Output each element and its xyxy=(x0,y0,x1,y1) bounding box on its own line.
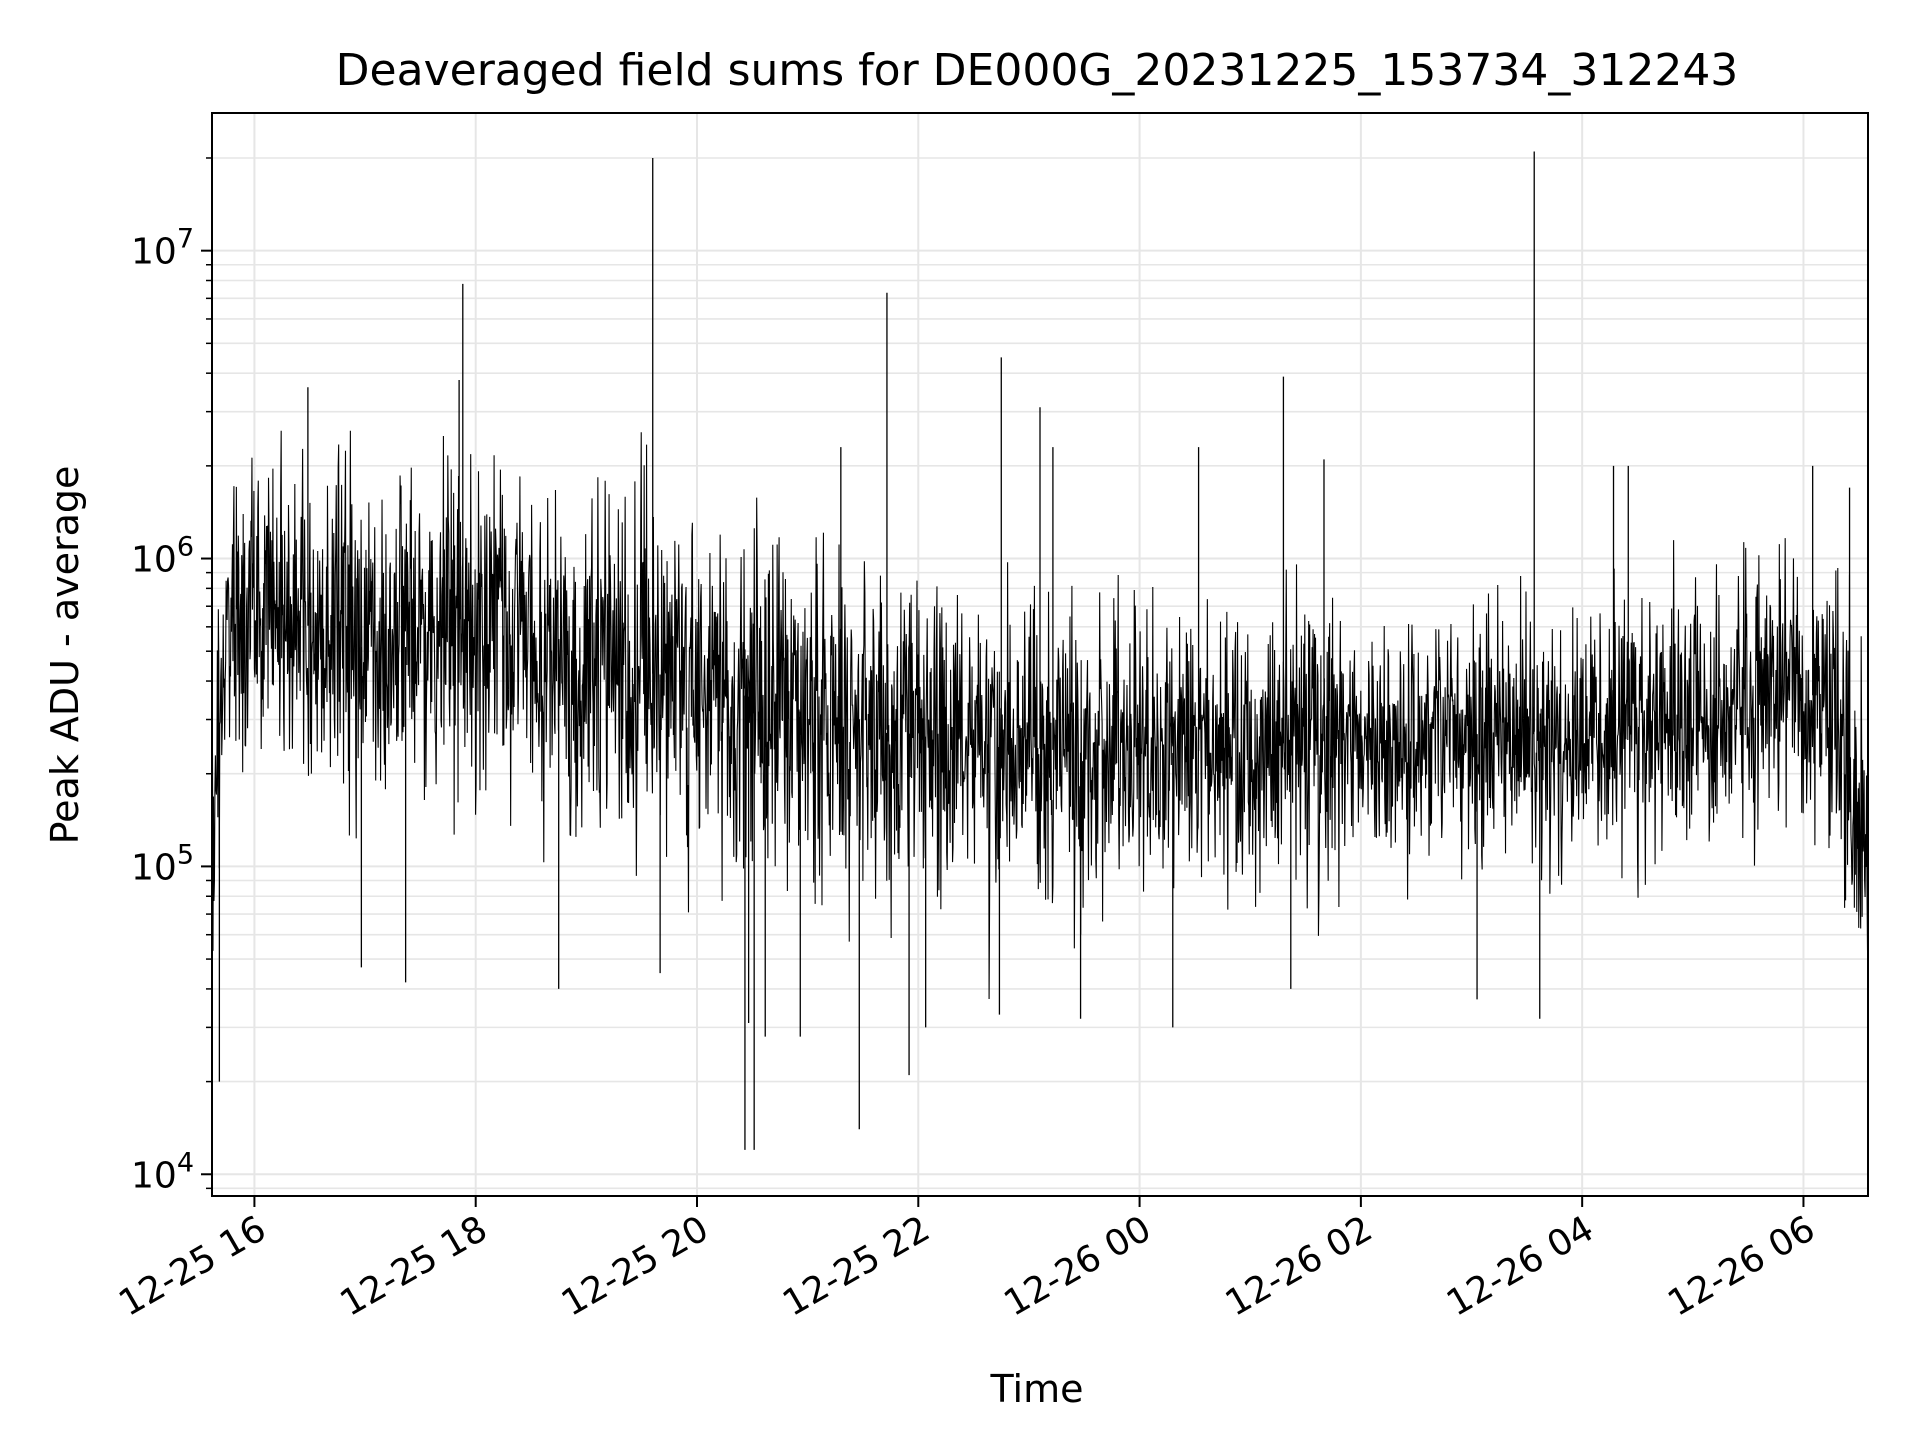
y-tick-label: 107 xyxy=(131,224,194,273)
data-series-line xyxy=(212,430,1868,999)
y-axis: 104 105 106 107 xyxy=(131,157,212,1196)
plot-frame xyxy=(211,112,1869,1197)
y-tick-label: 106 xyxy=(131,532,194,581)
series-area xyxy=(212,151,1868,1150)
y-tick-label: 104 xyxy=(131,1147,194,1196)
x-axis-label: Time xyxy=(990,1367,1084,1411)
y-tick-label: 105 xyxy=(131,839,194,888)
y-axis-label: Peak ADU - average xyxy=(43,466,87,845)
chart-title: Deaveraged field sums for DE000G_2023122… xyxy=(336,45,1739,96)
